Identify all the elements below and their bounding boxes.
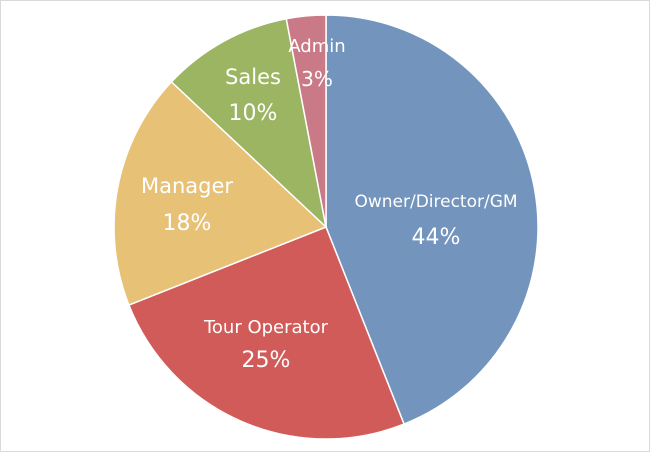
slice-value-sales: 10% [229, 101, 278, 126]
pie-slice-tour-operator [127, 226, 406, 440]
slice-value-tour-operator: 25% [242, 348, 291, 373]
slice-value-admin: 3% [301, 67, 333, 91]
slice-label-admin: Admin [288, 36, 345, 57]
slice-value-manager: 18% [163, 211, 212, 236]
slice-label-tour-operator: Tour Operator [203, 317, 329, 338]
pie-slice-owner-director-gm [325, 14, 539, 426]
slice-label-sales: Sales [225, 65, 281, 89]
slice-value-owner-director-gm: 44% [412, 225, 461, 250]
pie-slice-manager [113, 80, 328, 307]
pie-slice-admin [285, 14, 327, 228]
slice-label-manager: Manager [141, 174, 233, 198]
pie-slice-sales [170, 17, 328, 230]
slice-label-owner-director-gm: Owner/Director/GM [354, 192, 517, 212]
